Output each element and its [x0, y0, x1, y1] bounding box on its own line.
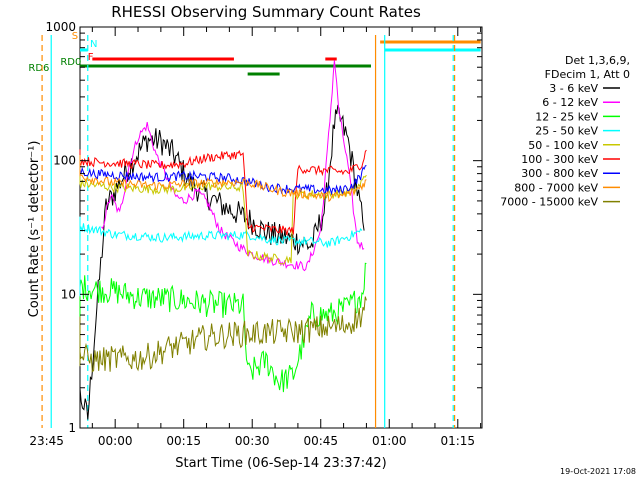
y-tick-label: 1000 [45, 20, 76, 34]
series-line-8 [79, 296, 367, 373]
y-tick-label: 10 [61, 287, 76, 301]
y-tick-label: 1 [68, 421, 76, 435]
legend-entry-label: 7000 - 15000 keV [500, 196, 598, 209]
x-tick-label: 00:45 [303, 434, 338, 448]
timestamp-stamp: 19-Oct-2021 17:08 [560, 467, 636, 476]
series-line-4 [79, 172, 367, 265]
axis-ticks: 1 10 100 1000 23:45 00:00 00:15 00:30 00:45 01:00… [29, 20, 482, 448]
x-tick-label: 00:15 [166, 434, 201, 448]
flag-label-f: F [88, 52, 94, 63]
legend-entry-label: 50 - 100 keV [528, 139, 598, 152]
vertical-markers [41, 35, 456, 428]
flag-label-rd0: RD0 [60, 57, 81, 68]
legend-entry-label: 3 - 6 keV [549, 82, 598, 95]
legend-entry-label: 6 - 12 keV [542, 96, 598, 109]
series-lines [79, 60, 367, 420]
legend-entry-label: 300 - 800 keV [521, 167, 598, 180]
x-tick-label: 01:15 [440, 434, 475, 448]
x-axis-label: Start Time (06-Sep-14 23:37:42) [175, 456, 386, 471]
flag-label-s: S [72, 31, 78, 42]
y-tick-label: 100 [53, 154, 76, 168]
x-tick-label: 00:30 [235, 434, 270, 448]
flag-label-rd6: RD6 [28, 63, 49, 74]
y-axis-label: Count Rate (s⁻¹ detector⁻¹) [27, 141, 42, 318]
chart-title: RHESSI Observing Summary Count Rates [111, 3, 421, 21]
series-line-1 [101, 60, 365, 272]
legend-entry-label: 100 - 300 keV [521, 153, 598, 166]
series-line-5 [79, 149, 367, 236]
series-line-3 [79, 216, 363, 297]
series-line-7 [79, 155, 367, 203]
legend-entry-label: 25 - 50 keV [535, 125, 598, 138]
legend-entry-label: 800 - 7000 keV [514, 181, 598, 194]
legend-header-line: Det 1,3,6,9, [565, 54, 630, 67]
x-tick-label: 00:00 [98, 434, 133, 448]
legend-entry-label: 12 - 25 keV [535, 110, 598, 123]
legend-header-line: FDecim 1, Att 0 [545, 68, 630, 81]
x-tick-label: 01:00 [372, 434, 407, 448]
series-line-6 [79, 156, 367, 196]
x-tick-label: 23:45 [29, 434, 64, 448]
series-line-2 [79, 262, 367, 393]
flag-bars: S NF RD0 RD6 [28, 31, 481, 76]
flag-label-n: N [90, 39, 97, 50]
